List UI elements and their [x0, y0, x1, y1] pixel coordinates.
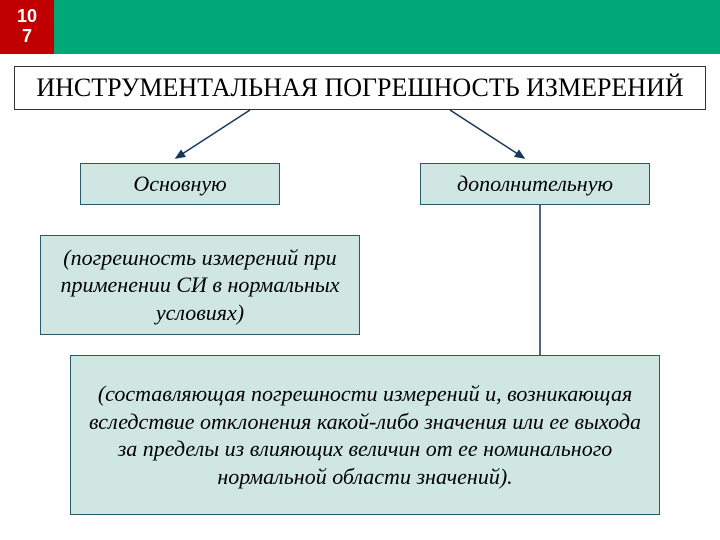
page-number-line1: 10: [17, 7, 37, 27]
node-desc1-label: (погрешность измерений при применении СИ…: [51, 244, 349, 327]
node-desc2: (составляющая погрешности измерений и, в…: [70, 355, 660, 515]
header-green-bar: [54, 0, 720, 54]
node-extra: дополнительную: [420, 163, 650, 205]
node-main: Основную: [80, 163, 280, 205]
page-number-line2: 7: [22, 27, 32, 47]
node-desc1: (погрешность измерений при применении СИ…: [40, 235, 360, 335]
node-main-label: Основную: [133, 170, 226, 198]
header-bar: 10 7: [0, 0, 720, 54]
node-extra-label: дополнительную: [457, 170, 613, 198]
diagram-title: ИНСТРУМЕНТАЛЬНАЯ ПОГРЕШНОСТЬ ИЗМЕРЕНИЙ: [14, 66, 706, 110]
page-number-badge: 10 7: [0, 0, 54, 54]
node-desc2-label: (составляющая погрешности измерений и, в…: [81, 380, 649, 490]
